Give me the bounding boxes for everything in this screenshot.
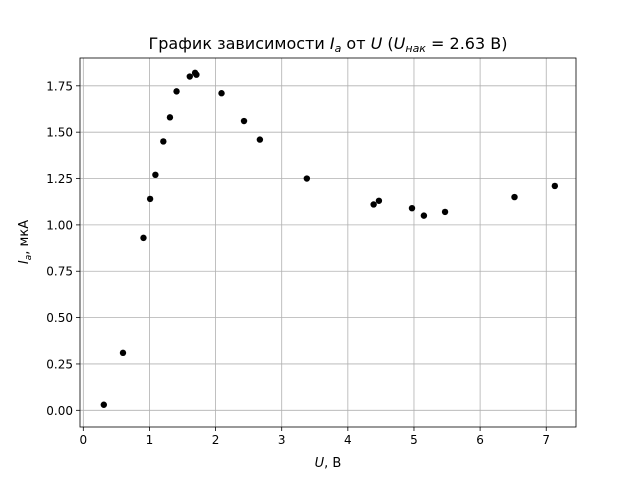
data-point — [193, 71, 200, 78]
data-point — [152, 171, 159, 179]
y-tick-label: 0.50 — [46, 311, 73, 325]
y-tick-label: 1.50 — [46, 126, 73, 140]
data-point — [408, 204, 416, 212]
data-point — [218, 90, 225, 97]
data-point — [551, 182, 559, 190]
data-point — [240, 117, 248, 125]
data-point — [511, 193, 518, 201]
y-axis-label: Ia, мкА — [17, 220, 34, 264]
data-point — [160, 138, 167, 145]
y-tick-label: 0.00 — [46, 404, 73, 418]
data-point — [100, 401, 108, 408]
data-point — [140, 234, 147, 242]
x-tick-labels: 0 1 2 3 4 5 6 7 — [79, 433, 550, 447]
data-point — [186, 73, 193, 80]
data-point — [256, 136, 264, 143]
x-tick-label: 4 — [344, 433, 352, 447]
y-tick-label: 0.25 — [46, 357, 73, 371]
data-point — [166, 114, 174, 121]
chart-title: График зависимости Ia от U (Uнак = 2.63 … — [149, 34, 508, 55]
data-points — [100, 69, 559, 408]
x-tick-label: 6 — [476, 433, 484, 447]
data-point — [441, 208, 449, 216]
x-tick-label: 0 — [79, 433, 87, 447]
y-tick-label: 1.00 — [46, 218, 73, 232]
data-point — [420, 212, 428, 219]
data-point — [146, 195, 154, 203]
data-point — [173, 88, 180, 95]
x-tick-label: 1 — [146, 433, 154, 447]
y-tick-labels: 0.00 0.25 0.50 0.75 1.00 1.25 1.50 1.75 — [46, 79, 73, 417]
x-tick-label: 2 — [212, 433, 220, 447]
x-tick-label: 5 — [410, 433, 418, 447]
y-tick-label: 0.75 — [46, 265, 73, 279]
grid — [80, 58, 576, 427]
data-point — [370, 201, 377, 208]
data-point — [375, 197, 383, 204]
data-point — [303, 175, 311, 182]
data-point — [119, 349, 127, 357]
plot-frame — [79, 57, 577, 428]
x-tick-label: 7 — [542, 433, 550, 447]
ticks — [76, 85, 547, 431]
y-tick-label: 1.25 — [46, 172, 73, 186]
x-axis-label: U, В — [315, 456, 342, 471]
x-tick-label: 3 — [278, 433, 286, 447]
y-tick-label: 1.75 — [46, 79, 73, 93]
